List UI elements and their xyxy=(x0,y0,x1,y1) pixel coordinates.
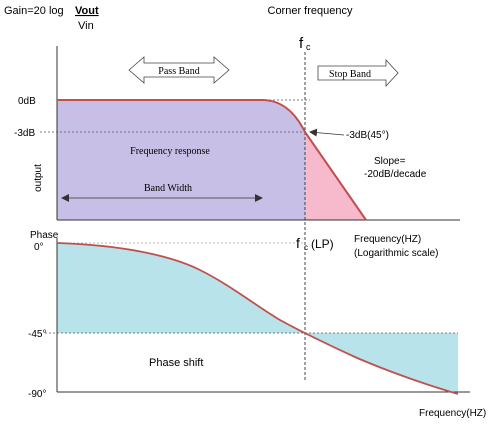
corner-frequency-label: Corner frequency xyxy=(268,5,353,17)
pass-band-label: Pass Band xyxy=(158,66,199,77)
fc-subscript: c xyxy=(306,42,311,52)
magnitude-plot: Pass Band Stop Band Corner frequency f c… xyxy=(14,5,460,382)
corner-annotation-label: -3dB(45°) xyxy=(346,130,389,141)
phase-x-axis-label: Frequency(HZ) xyxy=(419,408,486,419)
magnitude-x-axis-label-line1: Frequency(HZ) xyxy=(354,234,421,245)
tick-minus3db: -3dB xyxy=(14,128,35,139)
slope-label-line1: Slope= xyxy=(374,156,406,167)
frequency-response-label: Frequency response xyxy=(130,146,210,157)
fc-lp-subscript: c xyxy=(304,243,308,252)
fc-symbol: f xyxy=(299,35,304,52)
phase-fill-lower xyxy=(305,333,458,394)
tick-0db: 0dB xyxy=(18,96,36,107)
phase-tick-0: 0° xyxy=(34,242,44,253)
gain-formula-denominator: Vin xyxy=(78,20,94,32)
magnitude-y-axis-label: output xyxy=(33,164,44,192)
slope-label-line2: -20dB/decade xyxy=(364,169,427,180)
phase-tick-90: -90° xyxy=(28,389,46,400)
phase-y-axis-label: Phase xyxy=(30,230,59,241)
phase-fill-upper xyxy=(57,243,305,333)
phase-curve xyxy=(56,242,459,395)
gain-formula-prefix: Gain=20 log xyxy=(4,5,64,17)
passband-area xyxy=(57,100,305,220)
stop-band-arrow: Stop Band xyxy=(317,58,399,88)
phase-plot: Phase 0° -45° -90° Phase shift Frequency… xyxy=(28,230,486,419)
gain-formula: Gain=20 log Vout Vin xyxy=(4,5,99,32)
fc-lp-suffix: (LP) xyxy=(311,237,334,251)
magnitude-curve xyxy=(57,99,367,221)
magnitude-x-axis-label-line2: (Logarithmic scale) xyxy=(354,248,438,259)
gain-formula-numerator: Vout xyxy=(75,5,99,17)
stop-band-label: Stop Band xyxy=(329,69,371,80)
corner-annotation-arrow xyxy=(309,128,345,137)
phase-shift-label: Phase shift xyxy=(149,357,203,369)
pass-band-arrow: Pass Band xyxy=(128,56,230,84)
phase-tick-45: -45° xyxy=(28,329,46,340)
bandwidth-label: Band Width xyxy=(144,183,192,194)
